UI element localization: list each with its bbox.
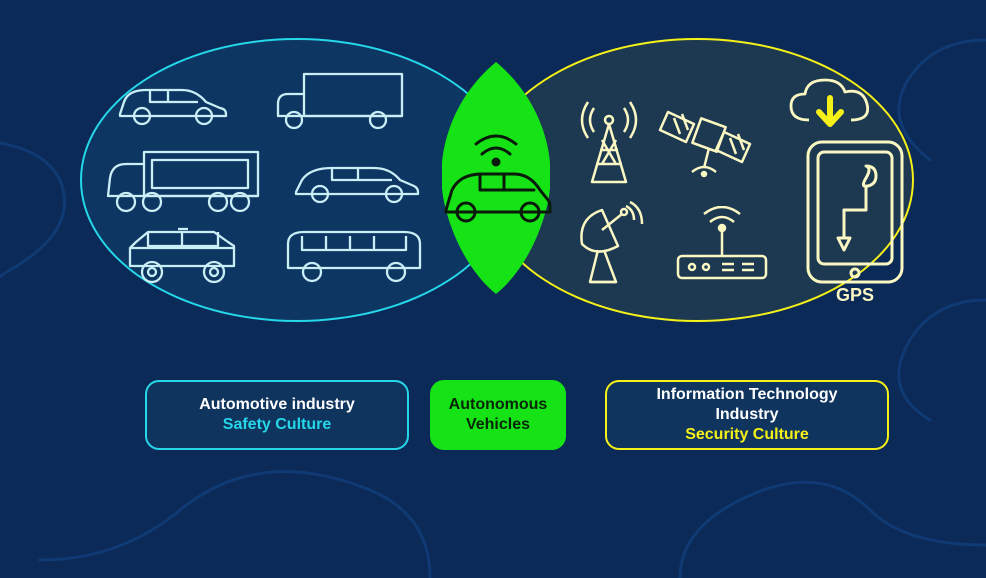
sedan-icon [112,76,230,128]
suv-icon [122,226,244,288]
connected-car-icon [438,110,554,230]
left-label-line2: Safety Culture [223,415,331,435]
van-icon [278,226,428,288]
right-icon-group: GPS [560,60,940,292]
center-label-box: Autonomous Vehicles [430,380,566,450]
large-truck-icon [100,146,265,218]
left-icon-group [100,68,460,288]
radio-tower-icon [574,90,644,186]
right-label-box: Information Technology Industry Security… [605,380,889,450]
cloud-download-icon [785,74,875,140]
left-label-box: Automotive industry Safety Culture [145,380,409,450]
right-label-line1b: Industry [715,405,778,425]
gps-label: GPS [800,285,910,306]
router-icon [668,206,776,288]
sedan-2-icon [290,158,422,206]
right-label-line1a: Information Technology [656,385,837,405]
center-label-line1: Autonomous [449,395,548,415]
right-label-line2: Security Culture [685,425,809,445]
satellite-icon [654,88,764,184]
left-label-line1: Automotive industry [199,395,355,415]
box-truck-icon [270,68,410,134]
dish-antenna-icon [568,200,646,290]
gps-device-icon: GPS [800,138,910,306]
venn-diagram: GPS Automotive industry Safety Culture A… [0,0,986,578]
center-label-line2: Vehicles [466,415,530,435]
